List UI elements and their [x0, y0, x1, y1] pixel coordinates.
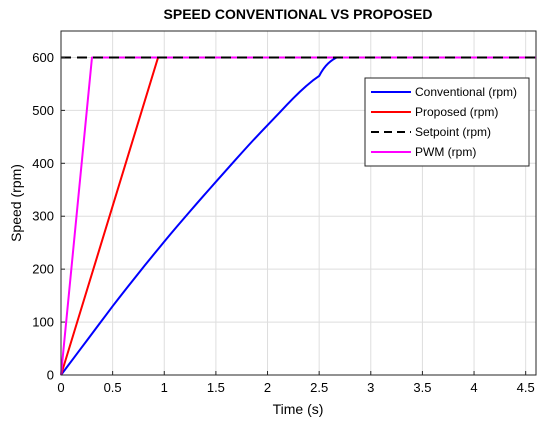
- y-tick-label: 600: [32, 50, 54, 65]
- x-tick-label: 4.5: [517, 380, 535, 395]
- x-tick-label: 1.5: [207, 380, 225, 395]
- y-ticks: 0 100 200 300 400 500 600: [32, 50, 65, 383]
- chart-title: SPEED CONVENTIONAL VS PROPOSED: [164, 6, 433, 22]
- y-tick-label: 300: [32, 209, 54, 224]
- legend-label-pwm: PWM (rpm): [415, 145, 476, 159]
- y-axis-label: Speed (rpm): [8, 164, 24, 242]
- x-tick-label: 2.5: [310, 380, 328, 395]
- x-tick-label: 0: [57, 380, 64, 395]
- legend-label-proposed: Proposed (rpm): [415, 105, 498, 119]
- x-axis-label: Time (s): [273, 401, 324, 417]
- y-tick-label: 500: [32, 103, 54, 118]
- x-tick-label: 3.5: [413, 380, 431, 395]
- plot-frame: [60, 30, 537, 376]
- x-tick-label: 4: [470, 380, 477, 395]
- legend-label-setpoint: Setpoint (rpm): [415, 125, 491, 139]
- x-tick-label: 1: [161, 380, 168, 395]
- y-tick-label: 0: [47, 368, 54, 383]
- y-tick-label: 400: [32, 156, 54, 171]
- legend-label-conventional: Conventional (rpm): [415, 85, 517, 99]
- series-layer: [60, 56, 536, 376]
- series-line-conventional: [60, 56, 536, 376]
- x-tick-label: 0.5: [104, 380, 122, 395]
- x-tick-label: 2: [264, 380, 271, 395]
- x-tick-label: 3: [367, 380, 374, 395]
- y-tick-label: 100: [32, 315, 54, 330]
- legend: Conventional (rpm) Proposed (rpm) Setpoint…: [364, 77, 530, 167]
- x-ticks: 0 0.5 1 1.5 2 2.5 3 3.5 4 4.5: [57, 371, 535, 395]
- y-tick-label: 200: [32, 262, 54, 277]
